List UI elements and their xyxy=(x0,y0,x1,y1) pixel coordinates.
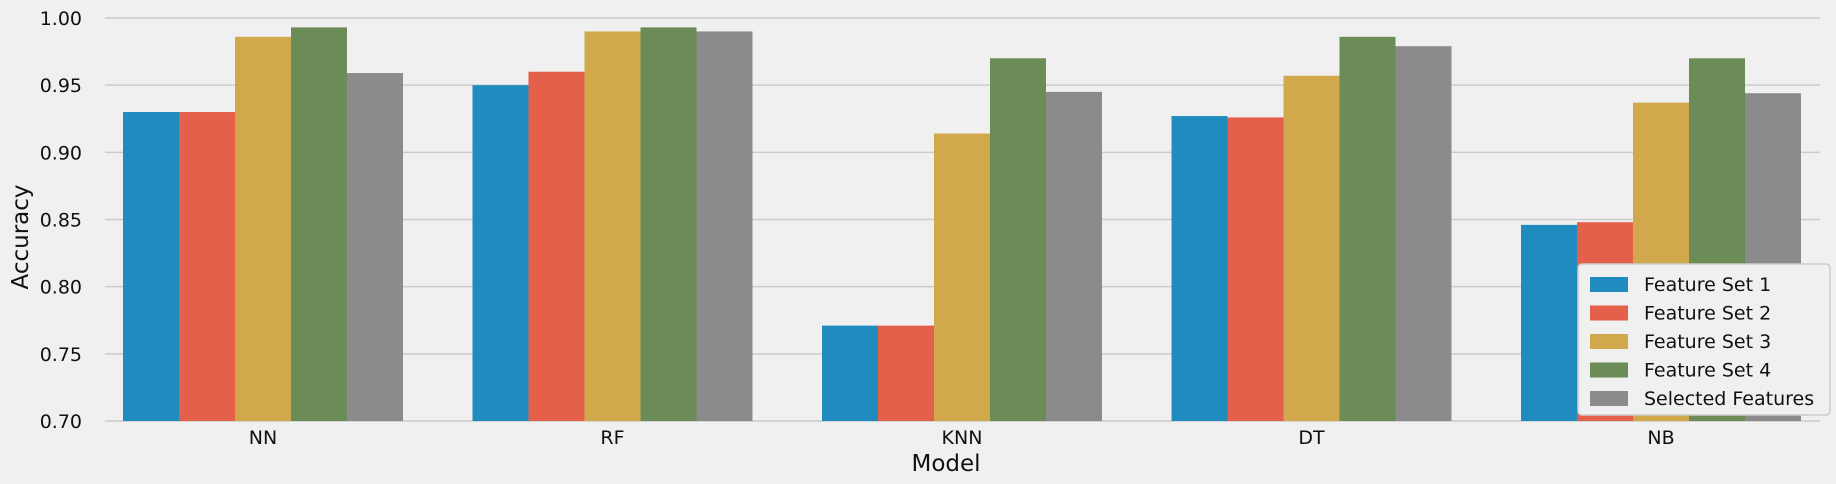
legend-label: Feature Set 3 xyxy=(1644,331,1771,353)
legend-label: Selected Features xyxy=(1644,388,1814,410)
bar-knn-feature-set-2 xyxy=(878,325,934,421)
y-tick-label: 0.75 xyxy=(40,344,82,366)
y-axis-title: Accuracy xyxy=(8,184,34,289)
legend: Feature Set 1 Feature Set 2 Feature Set 3 F… xyxy=(1577,263,1831,416)
bar-rf-feature-set-4 xyxy=(640,27,697,422)
bar-knn-selected-features xyxy=(1046,91,1102,421)
legend-label: Feature Set 4 xyxy=(1644,360,1771,382)
bar-dt-feature-set-4 xyxy=(1339,36,1396,421)
bar-dt-feature-set-2 xyxy=(1227,117,1284,421)
x-tick-label: DT xyxy=(1298,427,1325,449)
bar-rf-feature-set-3 xyxy=(584,31,641,422)
bar-nn-selected-features xyxy=(347,73,403,422)
bar-nn-feature-set-2 xyxy=(179,112,235,422)
legend-label: Feature Set 2 xyxy=(1644,303,1771,325)
y-tick-label: 0.80 xyxy=(40,277,82,299)
x-tick-label: NB xyxy=(1647,427,1674,449)
x-axis-ticks: NN RF KNN DT NB xyxy=(249,427,1675,449)
x-tick-label: KNN xyxy=(942,427,983,449)
bar-dt-selected-features xyxy=(1395,46,1452,422)
bar-rf-selected-features xyxy=(696,31,753,422)
x-tick-label: RF xyxy=(600,427,624,449)
x-tick-label: NN xyxy=(249,427,277,449)
bar-nn-feature-set-4 xyxy=(291,27,347,422)
bar-rf-feature-set-1 xyxy=(472,85,529,422)
bar-rf-feature-set-2 xyxy=(528,71,585,421)
bar-knn-feature-set-4 xyxy=(990,58,1046,422)
bar-knn-feature-set-3 xyxy=(934,133,990,421)
y-tick-label: 0.90 xyxy=(40,142,82,164)
bars xyxy=(123,27,1801,422)
bar-nn-feature-set-1 xyxy=(123,112,179,422)
legend-swatch xyxy=(1590,277,1628,292)
legend-swatch xyxy=(1590,305,1628,321)
y-tick-label: 1.00 xyxy=(40,8,82,30)
bar-nn-feature-set-3 xyxy=(235,36,291,421)
legend-swatch xyxy=(1590,334,1628,349)
y-tick-label: 0.85 xyxy=(40,210,82,232)
y-axis-ticks: 0.70 0.75 0.80 0.85 0.90 0.95 1.00 xyxy=(40,8,82,433)
y-tick-label: 0.95 xyxy=(40,75,82,97)
legend-swatch xyxy=(1590,391,1628,406)
legend-box xyxy=(1577,263,1831,416)
bar-dt-feature-set-3 xyxy=(1283,75,1340,421)
bar-nb-feature-set-1 xyxy=(1521,224,1577,421)
bar-dt-feature-set-1 xyxy=(1171,116,1228,422)
legend-label: Feature Set 1 xyxy=(1644,274,1771,296)
y-tick-label: 0.70 xyxy=(40,411,82,433)
bar-knn-feature-set-1 xyxy=(822,325,878,421)
legend-swatch xyxy=(1590,362,1628,378)
x-axis-title: Model xyxy=(911,451,980,477)
